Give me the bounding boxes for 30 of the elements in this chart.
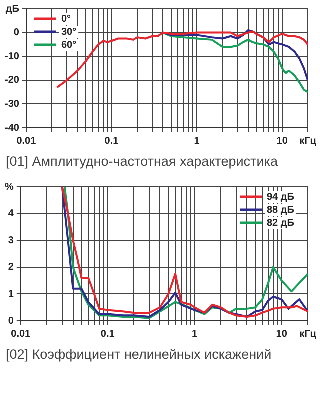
x-tick-label: кГц bbox=[300, 136, 318, 147]
legend-label: 0° bbox=[61, 14, 72, 25]
x-tick-label: 1 bbox=[192, 328, 198, 340]
x-tick-label: 1 bbox=[194, 136, 200, 147]
text: [01] Амплитудно-частотная характеристика bbox=[6, 154, 279, 171]
legend-label: 88 дБ bbox=[267, 204, 294, 216]
y-tick-label: 2 bbox=[8, 262, 14, 274]
x-tick-label: кГц bbox=[300, 328, 318, 340]
y-tick-label: 0 bbox=[8, 316, 14, 327]
y-tick-label: 0 bbox=[14, 28, 20, 39]
x-tick-label: 0.01 bbox=[16, 136, 37, 147]
legend-label: 82 дБ bbox=[267, 218, 294, 229]
y-tick-label: 1 bbox=[8, 288, 14, 300]
y-tick-label: % bbox=[4, 182, 14, 193]
x-tick-label: 0.1 bbox=[104, 136, 120, 147]
x-tick-label: 10 bbox=[276, 136, 288, 147]
x-tick-label: 10 bbox=[276, 328, 288, 340]
x-tick-label: 0.1 bbox=[100, 328, 116, 340]
text: [02] Коэффициент нелинейных искажений bbox=[6, 347, 273, 364]
legend-label: 60° bbox=[61, 40, 77, 51]
legend-label: 94 дБ bbox=[267, 192, 294, 203]
y-tick-label: 3 bbox=[8, 235, 14, 246]
y-tick-label: -20 bbox=[5, 75, 20, 86]
y-tick-label: -40 bbox=[5, 122, 20, 134]
y-tick-label: 4 bbox=[8, 208, 14, 220]
y-tick-label: -30 bbox=[5, 98, 20, 110]
legend-label: 30° bbox=[61, 26, 77, 38]
x-tick-label: 0.01 bbox=[11, 328, 32, 340]
y-tick-label: -10 bbox=[5, 51, 20, 62]
y-tick-label: дБ bbox=[6, 4, 20, 15]
